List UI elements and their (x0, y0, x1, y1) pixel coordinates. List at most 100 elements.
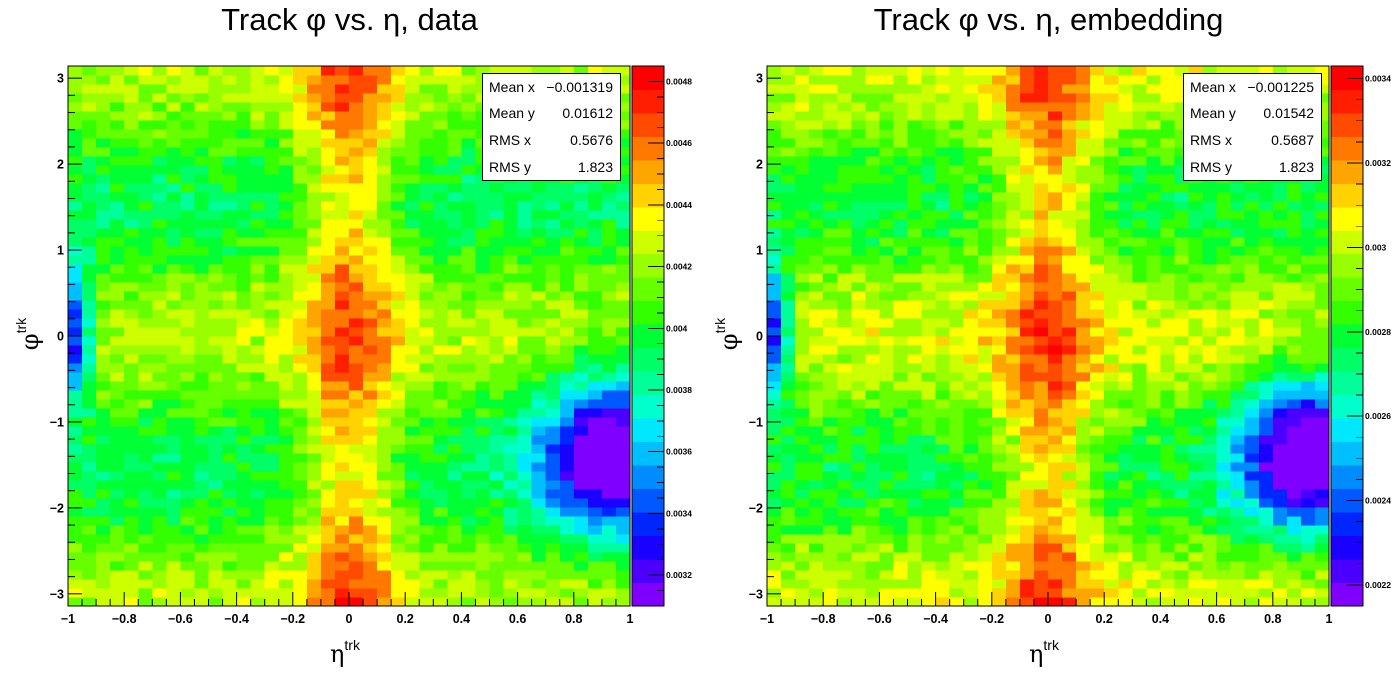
heatmap-cell (963, 93, 979, 103)
heatmap-cell (124, 363, 139, 373)
heatmap-cell (767, 525, 782, 535)
heatmap-cell (1019, 264, 1035, 274)
heatmap-cell (1174, 246, 1189, 256)
heatmap-cell (795, 570, 810, 580)
heatmap-cell (180, 120, 195, 130)
heatmap-cell (1188, 336, 1203, 346)
heatmap-cell (1258, 480, 1274, 490)
heatmap-cell (1076, 597, 1091, 607)
heatmap-cell (166, 363, 181, 373)
heatmap-cell (278, 237, 294, 247)
heatmap-cell (1033, 75, 1049, 85)
heatmap-cell (503, 201, 518, 211)
heatmap-cell (194, 291, 209, 301)
heatmap-cell (963, 588, 979, 598)
heatmap-cell (1272, 462, 1288, 472)
heatmap-cell (1104, 381, 1119, 391)
heatmap-cell (1160, 246, 1175, 256)
heatmap-cell (977, 462, 993, 472)
heatmap-cell (334, 156, 350, 166)
heatmap-cell (236, 120, 251, 130)
heatmap-cell (1258, 201, 1274, 211)
heatmap-cell (977, 516, 993, 526)
stat-row-rms-y: RMS y 1.823 (483, 154, 620, 181)
heatmap-cell (1174, 183, 1189, 193)
heatmap-cell (236, 228, 251, 238)
heatmap-cell (1090, 156, 1105, 166)
heatmap-cell (306, 264, 322, 274)
heatmap-cell (110, 210, 125, 220)
heatmap-cell (1062, 282, 1077, 292)
heatmap-cell (1216, 354, 1231, 364)
heatmap-cell (475, 354, 490, 364)
heatmap-cell (1146, 543, 1161, 553)
heatmap-cell (391, 579, 406, 589)
heatmap-cell (405, 381, 420, 391)
heatmap-cell (180, 246, 195, 256)
heatmap-cell (320, 102, 336, 112)
heatmap-cell (82, 480, 97, 490)
heatmap-cell (166, 273, 181, 283)
heatmap-cell (1314, 66, 1330, 76)
heatmap-cell (1146, 138, 1161, 148)
heatmap-cell (1062, 318, 1077, 328)
heatmap-cell (68, 579, 83, 589)
heatmap-cell (809, 264, 824, 274)
heatmap-cell (461, 291, 476, 301)
heatmap-cell (893, 552, 908, 562)
heatmap-cell (278, 480, 294, 490)
heatmap-cell (236, 399, 251, 409)
heatmap-cell (236, 129, 251, 139)
heatmap-cell (837, 372, 852, 382)
heatmap-cell (1244, 561, 1260, 571)
heatmap-cell (489, 381, 504, 391)
heatmap-cell (531, 453, 546, 463)
heatmap-cell (1160, 309, 1175, 319)
heatmap-cell (194, 579, 209, 589)
heatmap-cell (823, 111, 838, 121)
heatmap-cell (1062, 435, 1077, 445)
heatmap-cell (949, 507, 964, 517)
heatmap-cell (1062, 399, 1077, 409)
heatmap-cell (96, 255, 111, 265)
heatmap-cell (949, 210, 964, 220)
heatmap-cell (461, 588, 476, 598)
heatmap-cell (1300, 435, 1316, 445)
heatmap-cell (447, 543, 462, 553)
heatmap-cell (349, 255, 364, 265)
heatmap-cell (963, 201, 979, 211)
heatmap-cell (166, 462, 181, 472)
heatmap-cell (781, 552, 796, 562)
heatmap-cell (1216, 345, 1231, 355)
heatmap-cell (1005, 201, 1021, 211)
heatmap-cell (851, 75, 866, 85)
heatmap-cell (250, 534, 265, 544)
heatmap-cell (363, 507, 378, 517)
heatmap-cell (1062, 264, 1077, 274)
heatmap-cell (475, 309, 490, 319)
heatmap-cell (795, 426, 810, 436)
heatmap-cell (781, 480, 796, 490)
heatmap-cell (1146, 354, 1161, 364)
heatmap-cell (1272, 390, 1288, 400)
color-scale-band (632, 253, 664, 278)
heatmap-cell (1230, 435, 1245, 445)
heatmap-cell (1076, 570, 1091, 580)
heatmap-cell (1258, 561, 1274, 571)
heatmap-cell (236, 93, 251, 103)
heatmap-cell (1300, 246, 1316, 256)
heatmap-cell (963, 228, 979, 238)
heatmap-cell (1132, 327, 1147, 337)
heatmap-cell (1216, 219, 1231, 229)
heatmap-cell (264, 552, 280, 562)
heatmap-cell (531, 183, 546, 193)
heatmap-cell (194, 66, 209, 76)
heatmap-cell (517, 462, 532, 472)
heatmap-cell (1174, 255, 1189, 265)
heatmap-cell (222, 444, 237, 454)
heatmap-cell (781, 489, 796, 499)
heatmap-cell (1188, 192, 1203, 202)
heatmap-cell (1160, 147, 1175, 157)
heatmap-cell (208, 435, 223, 445)
heatmap-cell (208, 174, 223, 184)
